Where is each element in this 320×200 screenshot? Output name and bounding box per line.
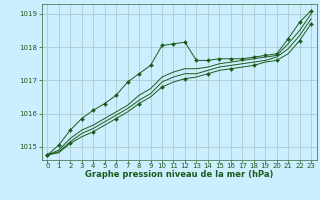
X-axis label: Graphe pression niveau de la mer (hPa): Graphe pression niveau de la mer (hPa): [85, 170, 273, 179]
